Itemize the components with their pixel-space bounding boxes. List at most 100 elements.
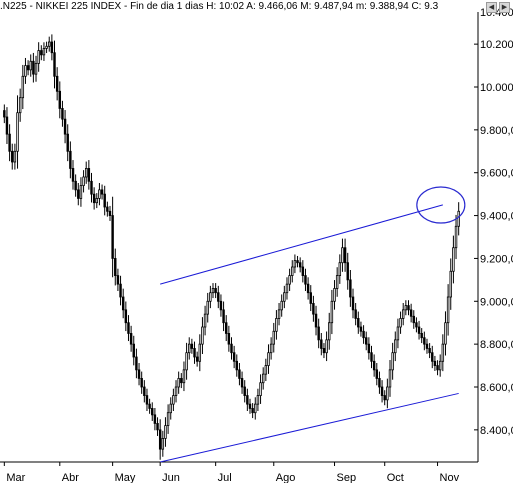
candle (333, 280, 336, 310)
candle (114, 248, 117, 286)
candle (214, 283, 217, 299)
trend-line-lower (160, 392, 459, 463)
y-tick-label: 9.200,00 (480, 253, 513, 265)
x-tick-label: Abr (62, 472, 79, 483)
candle (415, 317, 418, 333)
candle (140, 371, 143, 394)
candle-body (18, 97, 22, 114)
y-tick-label: 8.600,00 (480, 382, 513, 394)
candle (198, 334, 202, 372)
candle-body (383, 395, 386, 401)
candle-body (137, 369, 141, 379)
candle (74, 174, 77, 197)
candle (372, 354, 376, 377)
candle (404, 300, 408, 316)
candle (211, 283, 215, 299)
y-tick-label: 9.000,00 (480, 296, 513, 308)
candle (66, 124, 69, 162)
candle-body (277, 309, 281, 319)
candle-body (195, 356, 199, 362)
candle-body (251, 408, 254, 414)
candle (288, 268, 291, 291)
candle-body (214, 288, 217, 294)
candle-body (193, 348, 196, 358)
candle (325, 331, 328, 362)
plot-background (0, 12, 478, 462)
candle (106, 201, 109, 217)
candle-body (90, 180, 93, 195)
candle (34, 55, 38, 82)
candle (63, 110, 67, 144)
candle-body (362, 330, 365, 339)
candle-body (164, 425, 167, 439)
candle-body (388, 369, 392, 388)
candle (145, 388, 149, 411)
candle (272, 322, 275, 353)
candle-body (190, 343, 194, 349)
candle-body (449, 270, 452, 298)
candle (124, 301, 128, 332)
candle-body (3, 110, 6, 118)
candle (29, 54, 32, 77)
candle-body (275, 318, 278, 332)
candle (116, 268, 120, 291)
high-key: M: (300, 1, 312, 12)
x-axis-ticks: Mar Abr May Jun Jul Ago Sep Oct Nov (3, 462, 460, 483)
candle-body (203, 313, 207, 328)
candle-body (217, 292, 220, 302)
candle-body (40, 50, 43, 56)
candle (26, 60, 30, 76)
candle-body (283, 292, 286, 302)
candle-body (166, 412, 170, 426)
candle-body (452, 247, 455, 272)
candle (50, 34, 54, 61)
scroll-right-button[interactable]: ▶ (499, 2, 510, 13)
candle-body (254, 403, 257, 414)
candle (346, 252, 349, 290)
candle (275, 310, 278, 340)
candle-body (380, 386, 384, 396)
candle-body (188, 343, 191, 354)
candle-body (95, 198, 98, 204)
candle (330, 289, 334, 335)
candle (449, 258, 452, 310)
candle-body (34, 63, 38, 75)
candle (280, 294, 283, 317)
candle (203, 305, 207, 336)
candle-body (306, 283, 310, 294)
candle (190, 338, 194, 354)
candle-body (209, 292, 212, 302)
candle-body (293, 260, 297, 268)
candle (370, 345, 373, 369)
candle-body (333, 288, 336, 302)
candle (18, 88, 22, 122)
candle-body (127, 322, 130, 334)
candle (235, 354, 239, 377)
candle (227, 325, 231, 352)
candle (436, 360, 439, 376)
candle (301, 260, 305, 283)
candle-body (219, 300, 223, 311)
candle-body (351, 296, 355, 311)
candle-body (264, 365, 268, 375)
candle-body (172, 395, 175, 405)
candle-body (232, 352, 236, 362)
candle (304, 268, 307, 291)
candle (84, 161, 88, 184)
candle-body (328, 322, 331, 341)
candle-body (50, 41, 54, 54)
candle (277, 303, 281, 326)
candle (153, 408, 157, 431)
candle (240, 371, 244, 394)
candle-body (156, 423, 159, 431)
candle-body (343, 247, 347, 264)
scroll-left-button[interactable]: ◀ (486, 2, 497, 13)
candle (224, 315, 228, 342)
candle (261, 367, 265, 390)
candle (79, 177, 83, 207)
candle (90, 172, 93, 203)
candle-body (433, 360, 437, 366)
candle (259, 374, 262, 404)
y-tick-label: 10.200,0 (480, 39, 513, 51)
candle (396, 318, 400, 349)
